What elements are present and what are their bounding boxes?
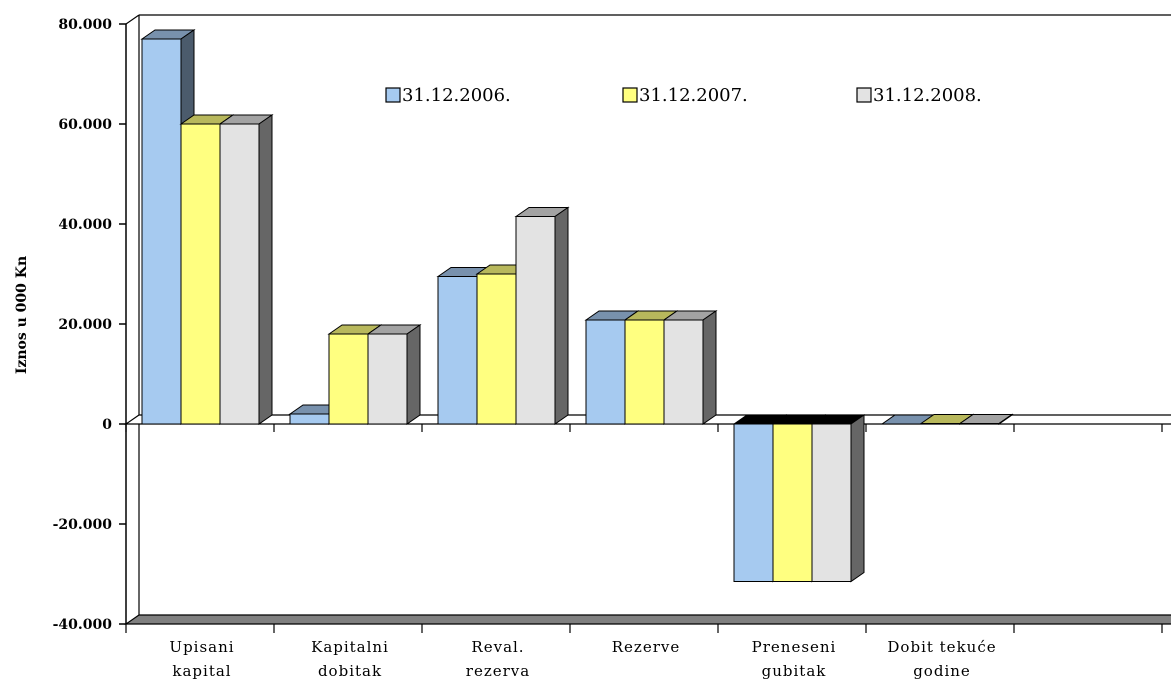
y-tick-label: 20.000	[58, 317, 112, 333]
y-tick-label: 60.000	[58, 117, 112, 133]
bar-front	[811, 423, 852, 582]
bar-front	[219, 123, 260, 425]
y-tick-label: 0	[102, 417, 112, 433]
legend-swatch	[385, 87, 401, 103]
y-tick-label: -40.000	[53, 617, 113, 633]
y-tick-label: -20.000	[53, 517, 113, 533]
bar	[662, 310, 718, 425]
bar-front	[585, 319, 626, 425]
back-wall	[138, 14, 1171, 615]
y-axis-label: Iznos u 000 Kn	[14, 256, 30, 374]
bar-side	[998, 413, 1013, 425]
chart-axes: 80.000 60.000 40.000 20.000 0 -20.000 -40.000 U…	[53, 17, 1163, 680]
bar-front	[289, 413, 330, 425]
x-tick-label: kapital	[172, 662, 231, 680]
bar	[366, 324, 422, 425]
x-tick-label: dobitak	[318, 662, 382, 680]
x-tick-label: rezerva	[466, 662, 530, 680]
x-tick-label: Preneseni	[752, 638, 837, 656]
bar	[958, 413, 1014, 425]
wall-edge	[125, 14, 140, 25]
legend-label: 31.12.2007.	[639, 85, 748, 106]
x-tick-label: Reval.	[471, 638, 524, 656]
bar-front	[476, 273, 517, 425]
x-tick-label: Rezerve	[612, 638, 680, 656]
bar-front	[663, 319, 704, 425]
legend-swatch	[622, 87, 638, 103]
x-tick-label: Dobit tekuće	[887, 638, 996, 656]
bar-front	[437, 276, 478, 425]
bar	[514, 206, 570, 425]
x-tick-label: gubitak	[762, 662, 827, 680]
y-tick-label: 40.000	[58, 217, 112, 233]
legend-swatch	[856, 87, 872, 103]
chart-legend: 31.12.2006. 31.12.2007. 31.12.2008.	[385, 85, 982, 106]
bar-front	[772, 423, 813, 582]
legend-label: 31.12.2006.	[402, 85, 511, 106]
bar-front	[367, 333, 408, 425]
bar-front	[624, 319, 665, 425]
chart-walls	[125, 14, 1171, 615]
bar-front	[141, 38, 182, 425]
bar-front	[328, 333, 369, 425]
bar-side	[258, 114, 273, 425]
bar-side	[406, 324, 421, 425]
x-tick-label: Kapitalni	[311, 638, 389, 656]
floor-plane	[124, 614, 1171, 625]
bar	[810, 414, 866, 583]
x-tick-label: Upisani	[169, 638, 234, 656]
legend-label: 31.12.2008.	[873, 85, 982, 106]
bar-side	[554, 206, 569, 425]
bar-front	[180, 123, 221, 425]
x-tick-label: godine	[913, 662, 971, 680]
bar-side	[702, 310, 717, 425]
bar-side	[850, 414, 865, 583]
chart-bars	[140, 29, 1014, 583]
bar-front	[515, 216, 556, 425]
chart-floor	[124, 414, 1171, 625]
bar	[218, 114, 274, 425]
bar-front	[733, 423, 774, 582]
y-tick-label: 80.000	[58, 17, 112, 33]
